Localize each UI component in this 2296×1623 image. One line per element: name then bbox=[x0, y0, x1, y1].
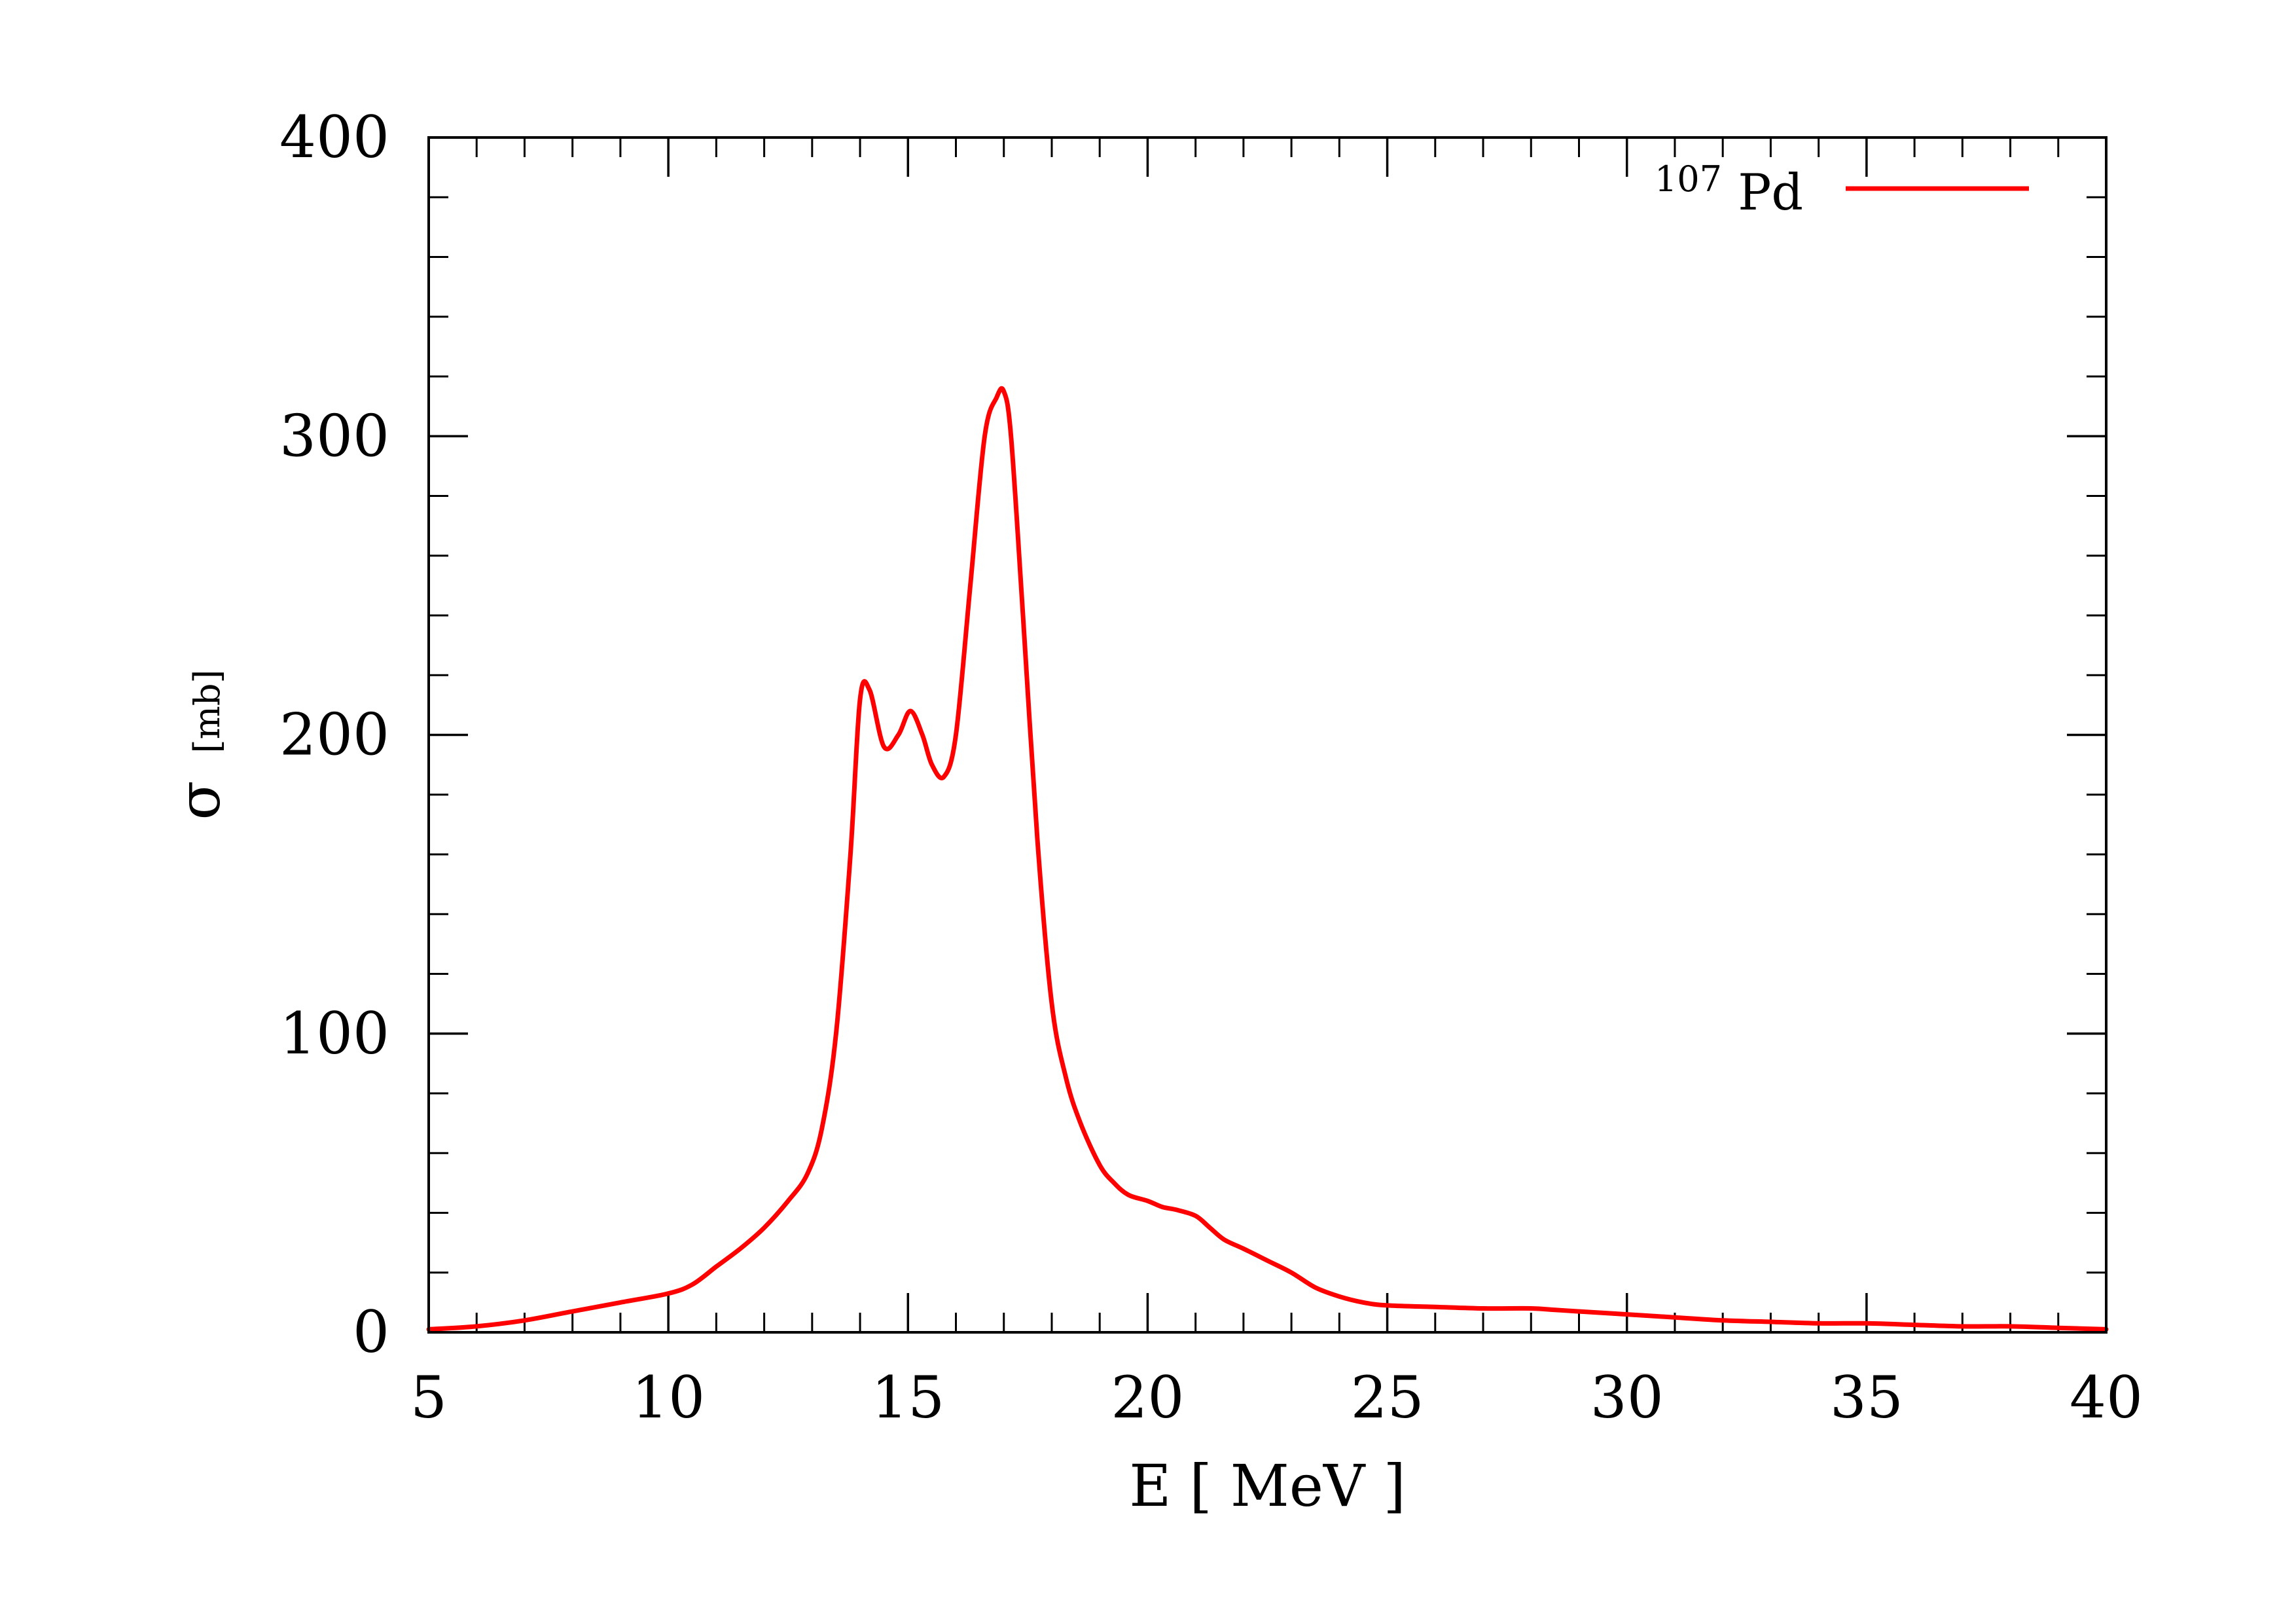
legend: 107 Pd bbox=[1655, 145, 2029, 221]
plot-frame bbox=[427, 136, 2108, 1334]
series-line-107pd bbox=[426, 386, 2109, 1332]
y-tick-label: 300 bbox=[279, 402, 389, 469]
x-tick-label: 10 bbox=[632, 1364, 705, 1431]
x-tick-label: 30 bbox=[1590, 1364, 1664, 1431]
x-tick-label: 25 bbox=[1351, 1364, 1424, 1431]
y-tick-label: 100 bbox=[279, 1000, 389, 1067]
x-tick-label: 5 bbox=[410, 1364, 447, 1431]
legend-label-superscript: 107 bbox=[1655, 158, 1722, 200]
x-tick-label: 20 bbox=[1111, 1364, 1184, 1431]
y-tick-label: 200 bbox=[279, 701, 389, 769]
y-tick-labels: 0 100 200 300 400 bbox=[279, 103, 389, 1366]
x-tick-labels: 5 10 15 20 25 30 35 40 bbox=[410, 1364, 2143, 1431]
x-tick-label: 40 bbox=[2070, 1364, 2143, 1431]
y-axis-title: σ [mb] bbox=[166, 670, 233, 820]
x-axis-title: E [ MeV ] bbox=[1129, 1452, 1406, 1520]
minor-ticks bbox=[429, 137, 2106, 1332]
x-tick-label: 15 bbox=[871, 1364, 944, 1431]
y-axis-symbol: σ [mb] bbox=[166, 670, 233, 820]
legend-label: 107 Pd bbox=[1655, 145, 1803, 221]
y-tick-label: 0 bbox=[353, 1298, 389, 1366]
x-tick-label: 35 bbox=[1830, 1364, 1903, 1431]
legend-label-element: Pd bbox=[1738, 163, 1803, 221]
y-tick-label: 400 bbox=[279, 103, 389, 171]
